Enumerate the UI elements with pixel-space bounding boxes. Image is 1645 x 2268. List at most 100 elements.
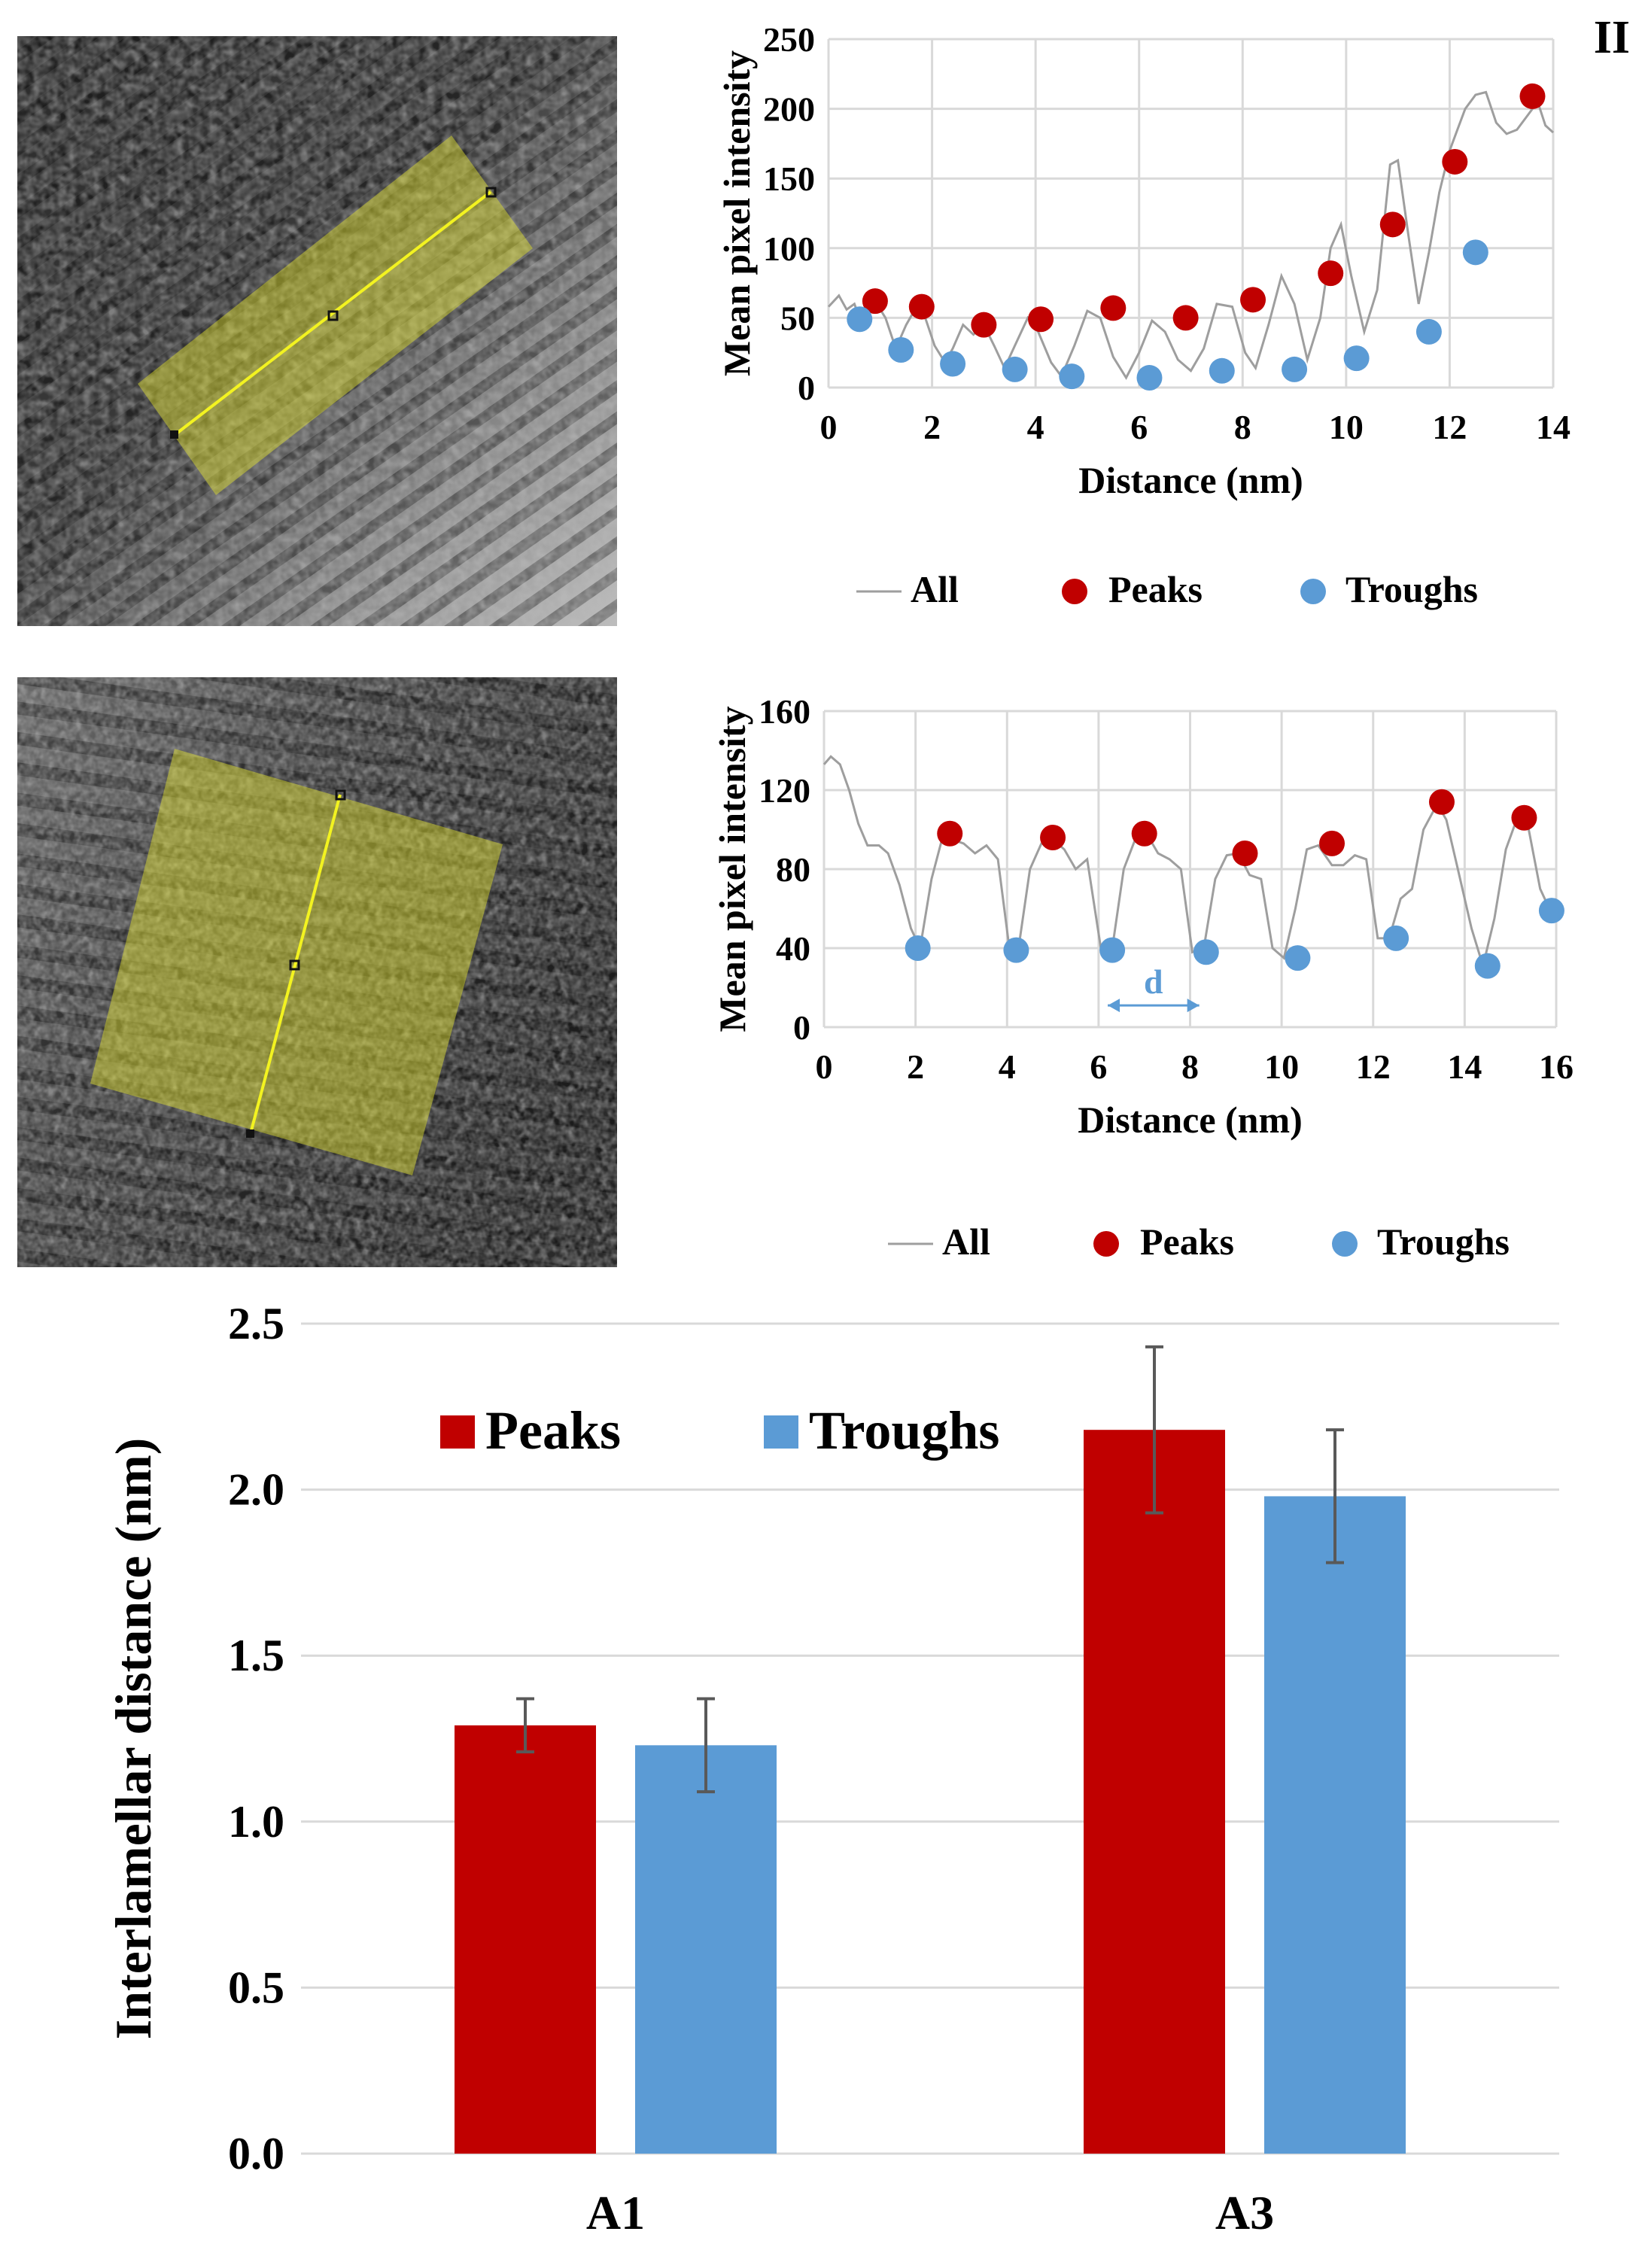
peak-point (1318, 260, 1344, 287)
peak-point (908, 293, 935, 320)
x-tick-label: 10 (1329, 408, 1364, 446)
legend-label-all: All (911, 568, 959, 610)
trough-point (1003, 937, 1029, 963)
peak-point (1519, 83, 1546, 109)
legend-marker-peaks (1062, 579, 1087, 604)
bar-peaks (1084, 1430, 1225, 2154)
category-label: A3 (1215, 2186, 1274, 2239)
trough-point (1462, 239, 1488, 266)
trough-point (1538, 898, 1564, 924)
arrow-head-right (1187, 999, 1200, 1013)
trough-point (1136, 365, 1163, 391)
trough-point (1343, 345, 1370, 372)
peak-point (971, 312, 997, 338)
y-tick-label: 160 (759, 692, 810, 731)
legend-label-troughs: Troughs (1345, 568, 1478, 610)
y-tick-label: 250 (763, 20, 815, 59)
peak-point (1172, 305, 1199, 331)
y-tick-label: 1.5 (228, 1631, 284, 1680)
legend-marker-troughs (1300, 579, 1326, 604)
category-label: A1 (586, 2186, 645, 2239)
peak-point (1511, 804, 1537, 831)
legend-marker-peaks (1093, 1231, 1119, 1257)
y-axis-label: Mean pixel intensity (716, 50, 758, 376)
y-tick-label: 200 (763, 90, 815, 129)
arrow-head-left (1108, 999, 1120, 1013)
trough-point (1383, 925, 1409, 951)
legend-label-troughs: Troughs (1377, 1221, 1510, 1263)
trough-point (1193, 939, 1219, 965)
peak-point (1379, 211, 1406, 238)
x-tick-label: 6 (1130, 408, 1148, 446)
peak-point (1040, 825, 1066, 850)
legend-label-troughs: Troughs (809, 1400, 999, 1461)
x-tick-label: 10 (1264, 1047, 1299, 1086)
trough-point (1415, 318, 1442, 345)
trough-point (1282, 356, 1308, 382)
y-tick-label: 50 (780, 299, 815, 337)
y-tick-label: 120 (759, 771, 810, 810)
intensity-profile-chart-bottom: 0 40 80 120 160 0 2 4 6 8 10 12 14 16 Distance (nm) Mea… (711, 692, 1574, 1263)
x-tick-label: 8 (1181, 1047, 1199, 1086)
y-tick-label: 1.0 (228, 1797, 284, 1847)
x-tick-label: 2 (907, 1047, 924, 1086)
trough-point (1099, 937, 1126, 963)
trough-point (1474, 953, 1501, 979)
y-tick-label: 40 (776, 929, 810, 968)
y-tick-label: 2.0 (228, 1465, 284, 1515)
x-axis-label: Distance (nm) (1078, 459, 1303, 501)
distance-label: d (1144, 962, 1163, 1001)
bar-troughs (1264, 1496, 1406, 2154)
peak-point (862, 288, 888, 315)
trough-point (1059, 363, 1085, 390)
bar-troughs (635, 1745, 777, 2154)
trough-point (905, 935, 931, 961)
trough-point (1002, 356, 1028, 382)
peak-point (1442, 148, 1468, 175)
peak-point (937, 820, 963, 847)
x-tick-label: 12 (1432, 408, 1467, 446)
legend-label-peaks: Peaks (1140, 1221, 1234, 1263)
interlamellar-distance-bar-chart: 0.0 0.5 1.0 1.5 2.0 2.5 Interlamellar distance… (105, 1299, 1559, 2239)
peak-point (1232, 841, 1258, 866)
y-tick-label: 2.5 (228, 1299, 284, 1348)
y-tick-label: 0.0 (228, 2129, 284, 2178)
x-tick-label: 2 (923, 408, 941, 446)
trough-point (847, 306, 873, 333)
peak-point (1028, 306, 1054, 333)
x-tick-label: 4 (999, 1047, 1016, 1086)
y-axis-label: Interlamellar distance (nm) (105, 1438, 162, 2040)
series-line-all (827, 90, 1555, 381)
y-tick-label: 0 (793, 1008, 810, 1047)
legend-marker-peaks (440, 1415, 475, 1449)
x-tick-label: 4 (1027, 408, 1044, 446)
trough-point (940, 351, 966, 377)
x-tick-label: 16 (1539, 1047, 1574, 1086)
legend-label-peaks: Peaks (485, 1400, 621, 1461)
tem-profile-line (173, 190, 492, 436)
x-tick-label: 0 (820, 408, 838, 446)
panel-label: II (1594, 12, 1630, 63)
x-axis-label: Distance (nm) (1078, 1099, 1303, 1141)
peak-point (1131, 820, 1157, 847)
x-tick-label: 12 (1356, 1047, 1391, 1086)
tem-selection-box (138, 135, 533, 495)
tem-profile-line (249, 794, 342, 1134)
tem-image-top (17, 36, 617, 626)
x-tick-label: 14 (1536, 408, 1571, 446)
legend-label-peaks: Peaks (1108, 568, 1203, 610)
x-tick-label: 0 (816, 1047, 833, 1086)
legend-marker-troughs (1332, 1231, 1358, 1257)
tem-image-bottom (17, 677, 617, 1267)
peak-point (1319, 830, 1345, 856)
y-tick-label: 0 (798, 369, 815, 407)
x-tick-label: 14 (1447, 1047, 1482, 1086)
intensity-profile-chart-top: 0 50 100 150 200 250 0 2 4 6 8 10 12 14 Distance (nm) M… (716, 20, 1571, 610)
legend-marker-troughs (764, 1415, 798, 1449)
y-tick-label: 100 (763, 230, 815, 268)
peak-point (1240, 287, 1266, 313)
trough-point (1285, 945, 1311, 971)
y-tick-label: 0.5 (228, 1962, 284, 2012)
peak-point (1100, 295, 1127, 321)
